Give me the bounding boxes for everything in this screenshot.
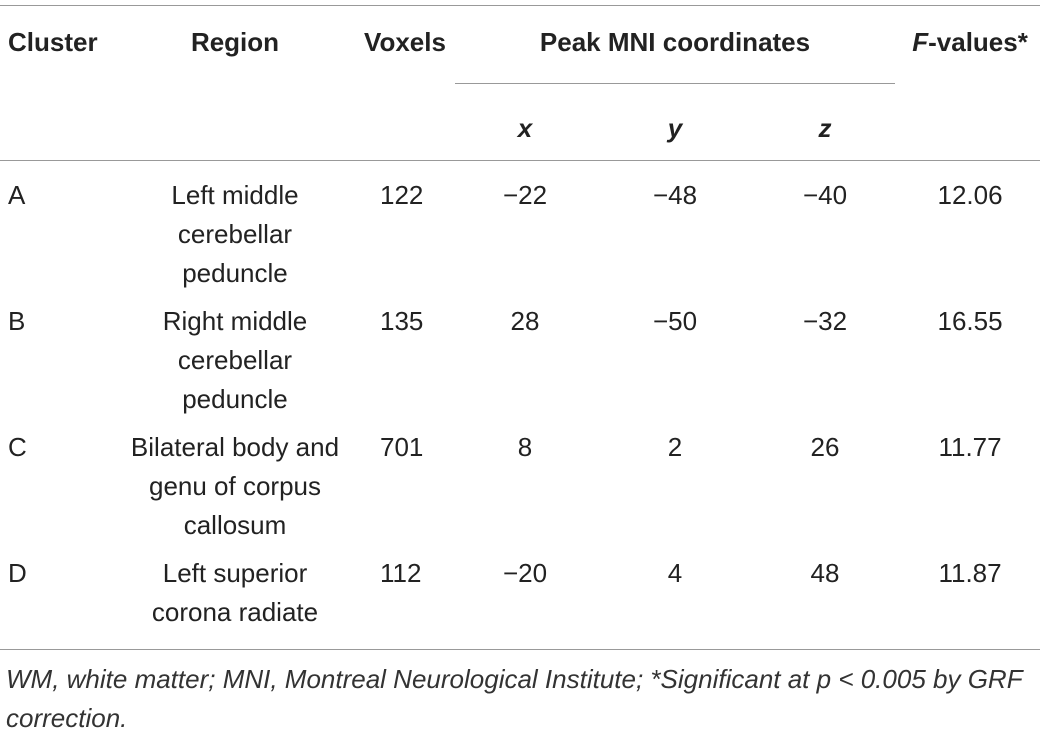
header-cell: y [600, 84, 750, 161]
table-cell: −40 [802, 180, 848, 210]
table-cell: B [8, 306, 26, 336]
table-cell: −22 [502, 180, 548, 210]
table-cell: 112 [360, 548, 450, 650]
table-cell: 26 [810, 432, 840, 462]
header-cell: Voxels [360, 5, 450, 161]
table-cell: 48 [750, 548, 901, 650]
header-text: Peak MNI coordinates [455, 23, 896, 84]
table-cell: D [0, 548, 110, 650]
table-body: A Left middle cerebellar peduncle 122 −22 −4… [0, 161, 1040, 650]
table-cell: −50 [652, 306, 698, 336]
table-cell: Bilateral body and genu of corpus callos… [130, 432, 340, 540]
results-table: Cluster Region Voxels Peak MNI coordinat… [0, 5, 1040, 650]
table-row: C Bilateral body and genu of corpus callo… [0, 422, 1040, 548]
table-cell: Right middle cerebellar peduncle [162, 306, 308, 414]
header-cell: x [450, 84, 600, 161]
table-cell: 4 [600, 548, 750, 650]
table-cell: 8 [517, 432, 533, 462]
table-cell: −32 [802, 306, 848, 336]
table-row: D Left superior corona radiate 112 −20 4 48 11… [0, 548, 1040, 650]
table-cell: 135 [380, 306, 424, 336]
table-cell: 122 [380, 180, 424, 210]
table-cell: −48 [652, 180, 698, 210]
table-cell: Left middle cerebellar peduncle [171, 180, 299, 288]
header-cell: z [750, 84, 901, 161]
table-cell: 12.06 [937, 180, 1003, 210]
table-row: A Left middle cerebellar peduncle 122 −22 −4… [0, 161, 1040, 297]
table-cell: A [8, 180, 26, 210]
table-cell: 11.87 [900, 548, 1040, 650]
header-text: F [912, 27, 929, 57]
footnote: WM, white matter; MNI, Montreal Neurolog… [6, 664, 1023, 733]
table-cell: 11.77 [938, 432, 1002, 462]
page: Cluster Region Voxels Peak MNI coordinat… [0, 5, 1040, 733]
table-cell: −20 [450, 548, 600, 650]
table-row: B Right middle cerebellar peduncle 135 28 −5… [0, 296, 1040, 422]
table-cell: 2 [667, 432, 683, 462]
table-cell: C [8, 432, 27, 462]
table-cell: Left superior corona radiate [110, 548, 360, 650]
table-cell: 28 [510, 306, 540, 336]
table-cell: 701 [380, 432, 424, 462]
table-cell: 16.55 [937, 306, 1003, 336]
header-cell: F-values* [900, 5, 1040, 161]
header-cell: Peak MNI coordinates [450, 5, 901, 84]
header-cell: Cluster [0, 5, 110, 161]
header-cell: Region [110, 5, 360, 161]
header-text: -values* [928, 27, 1028, 57]
